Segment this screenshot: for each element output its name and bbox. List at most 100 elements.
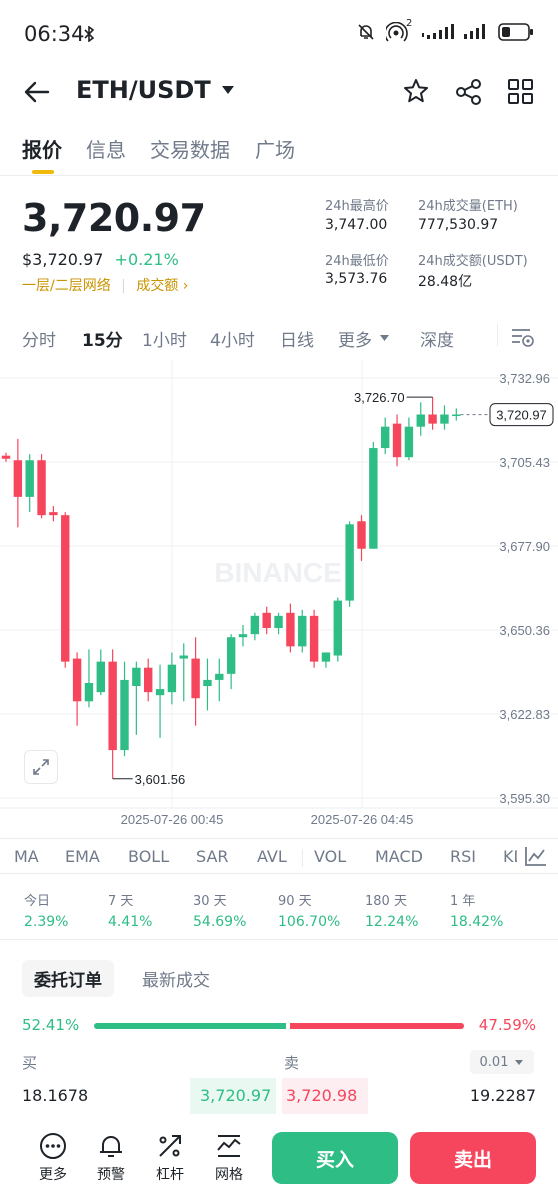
buy-depth-bar (190, 1078, 276, 1114)
perf-label-1y: 1 年 (450, 894, 476, 909)
interval-15m[interactable]: 15分 (82, 331, 123, 351)
candle-body (357, 521, 366, 549)
candle-body (381, 426, 390, 449)
tab-order-book[interactable]: 委托订单 (22, 960, 114, 997)
candle-body (262, 612, 271, 629)
battery-icon (498, 23, 533, 41)
indicator-ema[interactable]: EMA (65, 847, 100, 866)
grid-button[interactable]: 网格 (209, 1132, 249, 1184)
candle-body (286, 612, 295, 647)
stat-vol-eth-label: 24h成交量(ETH) (418, 199, 518, 214)
precision-select[interactable]: 0.01 (470, 1050, 534, 1074)
indicator-sar[interactable]: SAR (196, 847, 229, 866)
tab-latest-trades[interactable]: 最新成交 (142, 971, 210, 991)
perf-value-30d: 54.69% (193, 914, 247, 930)
interval-depth[interactable]: 深度 (420, 331, 454, 351)
chart-settings-icon[interactable] (510, 326, 536, 348)
chevron-right-icon: › (182, 278, 189, 294)
candle-body (238, 634, 248, 638)
candle-body (179, 655, 188, 659)
sell-price[interactable]: 3,720.98 (286, 1086, 358, 1105)
grid-menu-icon[interactable] (507, 78, 535, 106)
interval-divider (497, 324, 498, 346)
stat-low-label: 24h最低价 (325, 254, 389, 269)
perf-label-7d: 7 天 (108, 894, 134, 909)
indicator-avl[interactable]: AVL (257, 847, 287, 866)
candle-body (298, 615, 307, 647)
candle-body (452, 414, 461, 417)
alert-button[interactable]: 预警 (91, 1132, 131, 1184)
buy-qty: 18.1678 (22, 1086, 89, 1105)
interval-day[interactable]: 日线 (280, 331, 314, 351)
indicator-vol[interactable]: VOL (314, 847, 347, 866)
y-tick-label: 3,595.30 (499, 791, 550, 806)
buy-price[interactable]: 3,720.97 (200, 1086, 272, 1105)
candle-body (345, 524, 354, 601)
candle-body (1, 455, 11, 459)
indicator-settings-icon[interactable] (524, 845, 548, 867)
tab-trade-data[interactable]: 交易数据 (150, 138, 230, 162)
perf-value-1y: 18.42% (450, 914, 504, 930)
indicator-ma[interactable]: MA (14, 847, 39, 866)
buy-button[interactable]: 买入 (272, 1132, 398, 1184)
alert-label: 预警 (97, 1167, 125, 1183)
expand-chart-button[interactable] (24, 750, 58, 784)
candle-body (226, 637, 236, 674)
volume-link[interactable]: 成交额 (136, 278, 179, 294)
ratio-bar-sell (290, 1023, 464, 1029)
candle-body (120, 679, 129, 751)
sell-ratio: 47.59% (478, 1016, 536, 1034)
leverage-button[interactable]: 杠杆 (150, 1132, 190, 1184)
tab-square[interactable]: 广场 (255, 138, 295, 162)
perf-value-90d: 106.70% (278, 914, 341, 930)
buy-header: 买 (22, 1054, 38, 1072)
candle-body (274, 615, 283, 629)
tab-active-indicator (32, 170, 54, 174)
indicator-kd[interactable]: KD (503, 847, 517, 866)
leverage-label: 杠杆 (156, 1167, 184, 1183)
candle-body (392, 423, 402, 458)
y-tick-label: 3,622.83 (499, 707, 550, 722)
more-dots-icon (40, 1133, 66, 1159)
indicator-macd[interactable]: MACD (375, 847, 423, 866)
network-link[interactable]: 一层/二层网络 (22, 278, 111, 294)
share-icon[interactable] (455, 78, 483, 106)
last-price-tag-label: 3,720.97 (496, 408, 547, 423)
status-bar: 06:34 2 (0, 0, 558, 68)
stat-high: 3,747.00 (325, 217, 388, 233)
y-tick-label: 3,705.43 (499, 455, 550, 470)
last-price-tag (489, 403, 554, 427)
sell-depth-bar (282, 1078, 368, 1114)
interval-1h[interactable]: 1小时 (142, 331, 187, 351)
candle-body (333, 600, 342, 656)
sell-button[interactable]: 卖出 (410, 1132, 536, 1184)
hotspot-icon: 2 (384, 18, 412, 42)
status-time: 06:34 (24, 22, 85, 46)
tab-info[interactable]: 信息 (86, 138, 126, 162)
perf-label-30d: 30 天 (193, 894, 227, 909)
candle-body (61, 515, 70, 662)
status-icons: 2 (356, 18, 534, 42)
grid-trading-icon (217, 1135, 241, 1157)
indicator-boll[interactable]: BOLL (128, 847, 170, 866)
back-arrow-icon[interactable] (24, 80, 50, 104)
indicator-rsi[interactable]: RSI (450, 847, 476, 866)
candle-body (84, 682, 94, 702)
interval-more[interactable]: 更多 (338, 331, 372, 351)
candle-body (167, 664, 177, 693)
star-icon[interactable] (403, 78, 429, 104)
perf-label-today: 今日 (24, 894, 51, 909)
bell-icon (100, 1136, 122, 1157)
perf-value-180d: 12.24% (365, 914, 419, 930)
buy-ratio: 52.41% (22, 1016, 80, 1034)
price-change: +0.21% (114, 250, 179, 269)
interval-line[interactable]: 分时 (22, 331, 56, 351)
tab-quote[interactable]: 报价 (22, 138, 62, 162)
pair-selector[interactable]: ETH/USDT (76, 76, 235, 104)
candle-body (144, 667, 153, 693)
candlestick-chart[interactable]: 3,732.96 3,705.43 3,677.90 3,650.36 3,622.83… (0, 360, 558, 830)
more-button[interactable]: 更多 (33, 1132, 73, 1184)
interval-4h[interactable]: 4小时 (210, 331, 255, 351)
candle-body (96, 661, 105, 693)
y-tick-label: 3,732.96 (499, 371, 550, 386)
